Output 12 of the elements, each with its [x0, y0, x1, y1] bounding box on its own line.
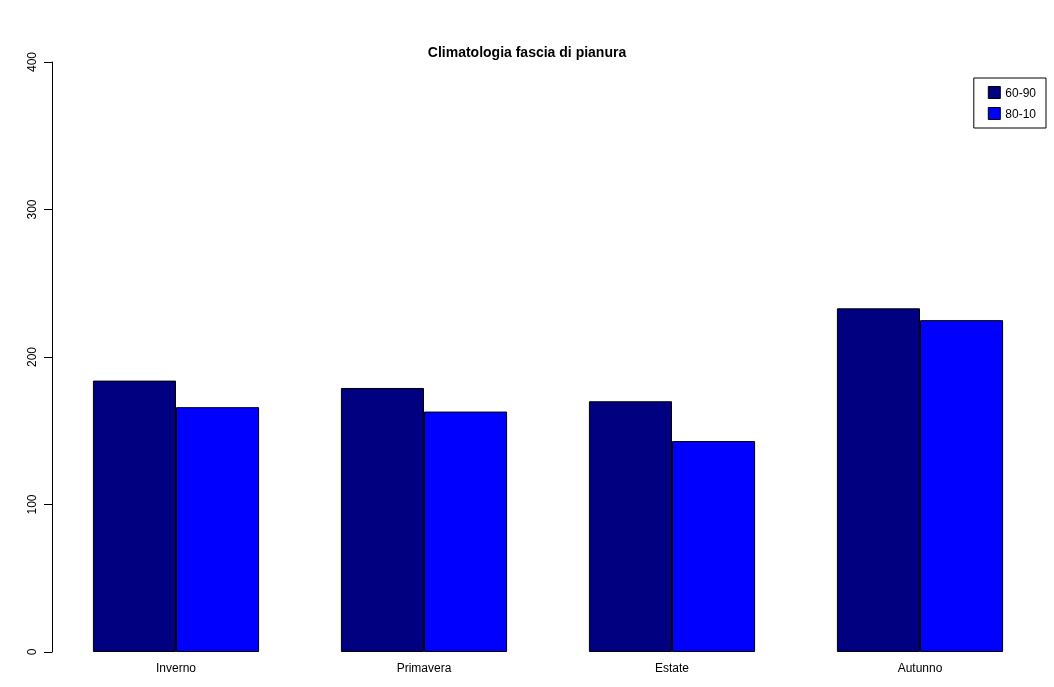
y-tick-label: 0 — [25, 648, 39, 656]
x-tick-label: Estate — [654, 661, 690, 675]
y-tick-label: 400 — [25, 51, 39, 73]
legend-label: 60-90 — [1005, 85, 1037, 100]
y-tick-label: 100 — [25, 494, 39, 515]
x-tick-label: Primavera — [396, 661, 452, 675]
y-tick-label: 300 — [25, 199, 39, 220]
x-tick-label: Inverno — [155, 661, 197, 675]
legend-label: 80-10 — [1005, 106, 1037, 121]
x-tick-label: Autunno — [897, 661, 943, 675]
chart-title: Climatologia fascia di pianura — [427, 44, 627, 60]
y-tick-label: 200 — [25, 346, 39, 368]
